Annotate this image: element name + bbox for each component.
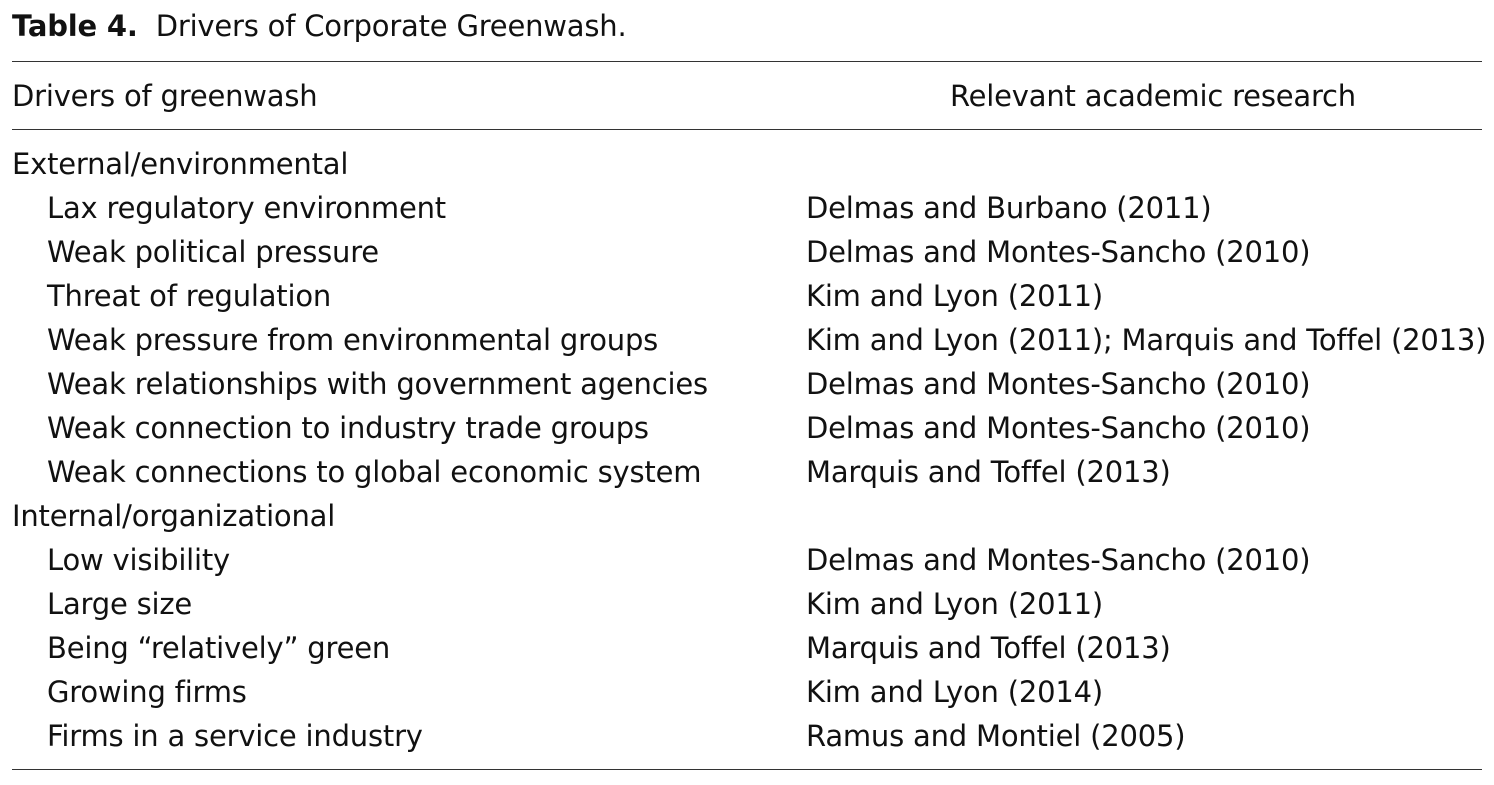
driver-cell: Large size (47, 587, 193, 621)
driver-cell: Weak connections to global economic syst… (47, 455, 702, 489)
table-row: Threat of regulation Kim and Lyon (2011) (0, 278, 1494, 322)
driver-cell: Weak pressure from environmental groups (47, 323, 659, 357)
table-row: Weak political pressure Delmas and Montes… (0, 234, 1494, 278)
driver-cell: Being “relatively” green (47, 631, 391, 665)
driver-cell: Weak connection to industry trade groups (47, 411, 649, 445)
group-title: Internal/organizational (12, 499, 336, 533)
driver-cell: Firms in a service industry (47, 719, 423, 753)
research-cell: Kim and Lyon (2011) (806, 279, 1103, 313)
group-title: External/environmental (12, 147, 349, 181)
header-rule (12, 129, 1482, 130)
column-header-research: Relevant academic research (950, 79, 1356, 113)
table-caption: Table 4. Drivers of Corporate Greenwash. (12, 8, 627, 44)
research-cell: Marquis and Toffel (2013) (806, 455, 1171, 489)
top-rule (12, 61, 1482, 62)
research-cell: Delmas and Burbano (2011) (806, 191, 1212, 225)
research-cell: Delmas and Montes-Sancho (2010) (806, 367, 1311, 401)
table-row: Lax regulatory environment Delmas and Bur… (0, 190, 1494, 234)
driver-cell: Lax regulatory environment (47, 191, 446, 225)
table-row: Weak connection to industry trade groups… (0, 410, 1494, 454)
driver-cell: Low visibility (47, 543, 231, 577)
research-cell: Kim and Lyon (2014) (806, 675, 1103, 709)
table-row: Firms in a service industry Ramus and Mon… (0, 718, 1494, 762)
research-cell: Delmas and Montes-Sancho (2010) (806, 543, 1311, 577)
research-cell: Kim and Lyon (2011) (806, 587, 1103, 621)
driver-cell: Threat of regulation (47, 279, 332, 313)
table-row: Being “relatively” green Marquis and Toff… (0, 630, 1494, 674)
research-cell: Delmas and Montes-Sancho (2010) (806, 411, 1311, 445)
table-row: Weak connections to global economic syst… (0, 454, 1494, 498)
research-cell: Marquis and Toffel (2013) (806, 631, 1171, 665)
driver-cell: Growing firms (47, 675, 247, 709)
column-header-drivers: Drivers of greenwash (12, 79, 318, 113)
caption-label: Table 4. (12, 9, 138, 43)
research-cell: Kim and Lyon (2011); Marquis and Toffel … (806, 323, 1487, 357)
table-row: Weak relationships with government agenc… (0, 366, 1494, 410)
driver-cell: Weak relationships with government agenc… (47, 367, 708, 401)
bottom-rule (12, 769, 1482, 770)
research-cell: Delmas and Montes-Sancho (2010) (806, 235, 1311, 269)
table-row: Growing firms Kim and Lyon (2014) (0, 674, 1494, 718)
table-row: Weak pressure from environmental groups K… (0, 322, 1494, 366)
caption-title: Drivers of Corporate Greenwash. (155, 9, 627, 43)
table-row: Low visibility Delmas and Montes-Sancho (… (0, 542, 1494, 586)
research-cell: Ramus and Montiel (2005) (806, 719, 1186, 753)
driver-cell: Weak political pressure (47, 235, 379, 269)
table-row: Large size Kim and Lyon (2011) (0, 586, 1494, 630)
